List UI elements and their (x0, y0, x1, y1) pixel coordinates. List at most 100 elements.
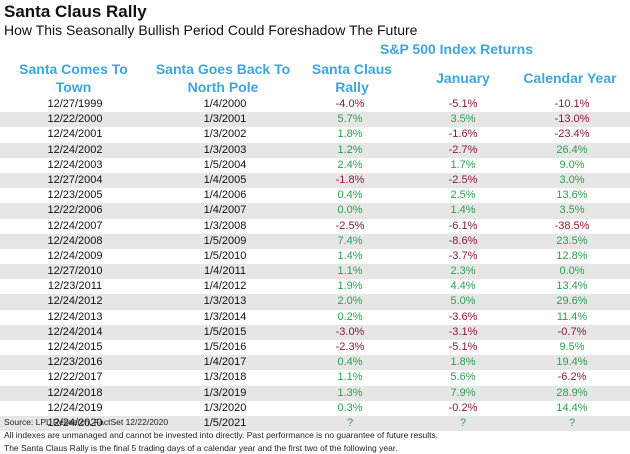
cell-santa: 1.8% (337, 128, 363, 141)
cell-end: 1/4/2012 (203, 280, 247, 293)
table-row: 12/24/2012 1/3/2013 2.0% 5.0% 29.6% (0, 294, 630, 310)
cell-santa: 2.4% (337, 158, 363, 171)
cell-year: 28.9% (556, 386, 588, 399)
cell-santa: 1.3% (337, 386, 363, 399)
cell-year: 11.4% (556, 310, 588, 323)
cell-january: 5.0% (450, 295, 476, 308)
cell-january: 1.8% (450, 356, 476, 369)
cell-end: 1/3/2002 (203, 128, 247, 141)
cell-january: -3.1% (448, 325, 478, 338)
sp500-returns-header: S&P 500 Index Returns (380, 41, 534, 57)
cell-end: 1/4/2006 (203, 189, 247, 202)
cell-santa: 1.2% (337, 143, 363, 156)
cell-january: -6.1% (448, 219, 478, 232)
cell-year: 12.8% (556, 249, 588, 262)
cell-start: 12/22/2017 (47, 371, 103, 384)
page-title: Santa Claus Rally (4, 2, 147, 21)
cell-start: 12/27/1999 (47, 98, 103, 110)
table-row: 12/24/2019 1/3/2020 0.3% -0.2% 14.4% (0, 401, 630, 416)
cell-january: -5.1% (448, 341, 478, 353)
cell-year: 14.4% (556, 401, 588, 414)
cell-year: -0.7% (557, 325, 587, 338)
cell-santa: 0.0% (337, 204, 363, 217)
cell-santa: 1.9% (337, 280, 363, 293)
cell-january: -1.6% (448, 128, 478, 141)
cell-start: 12/24/2019 (47, 401, 103, 414)
cell-start: 12/24/2008 (47, 234, 103, 247)
cell-end: 1/5/2016 (203, 341, 247, 353)
cell-start: 12/24/2015 (47, 341, 103, 353)
table-row: 12/24/2015 1/5/2016 -2.3% -5.1% 9.5% (0, 340, 630, 355)
table-row: 12/24/2003 1/5/2004 2.4% 1.7% 9.0% (0, 158, 630, 173)
cell-end: 1/3/2018 (203, 371, 247, 384)
cell-year: 19.4% (556, 356, 588, 369)
cell-end: 1/3/2013 (203, 295, 247, 308)
cell-start: 12/24/2014 (47, 325, 103, 338)
cell-start: 12/23/2005 (47, 189, 103, 202)
cell-year: -23.4% (554, 128, 590, 141)
cell-santa: 0.4% (337, 356, 363, 369)
table-row: 12/24/2009 1/5/2010 1.4% -3.7% 12.8% (0, 249, 630, 264)
cell-end: 1/5/2021 (203, 416, 247, 429)
col-header-santa: Santa Claus Rally (311, 61, 393, 95)
table-row: 12/27/2004 1/4/2005 -1.8% -2.5% 3.0% (0, 172, 630, 189)
cell-january: -2.5% (448, 173, 478, 186)
cell-january: 5.6% (450, 371, 476, 384)
cell-santa: -1.8% (335, 173, 365, 186)
cell-january: 7.9% (450, 386, 476, 399)
cell-start: 12/27/2010 (47, 265, 103, 278)
cell-year: 3.0% (559, 173, 585, 186)
cell-end: 1/5/2010 (203, 249, 247, 262)
cell-santa: 2.0% (337, 295, 363, 308)
cell-santa: 1.1% (337, 265, 363, 278)
cell-santa: 1.1% (337, 371, 363, 384)
col-header-year: Calendar Year (523, 70, 617, 86)
table-row: 12/22/2017 1/3/2018 1.1% 5.6% -6.2% (0, 370, 630, 385)
cell-santa: 5.7% (337, 113, 363, 126)
cell-start: 12/24/2001 (47, 128, 103, 141)
cell-santa: 0.2% (337, 310, 363, 323)
table-row: 12/27/2010 1/4/2011 1.1% 2.3% 0.0% (0, 264, 630, 280)
cell-end: 1/3/2014 (203, 310, 247, 323)
table-row: 12/24/2008 1/5/2009 7.4% -8.6% 23.5% (0, 233, 630, 249)
cell-santa: 0.4% (337, 189, 363, 202)
cell-january: -0.2% (448, 401, 478, 414)
cell-year: -6.2% (557, 371, 587, 384)
cell-year: 13.6% (556, 189, 588, 202)
cell-santa: -2.3% (335, 341, 365, 353)
cell-year: 9.5% (559, 341, 585, 353)
cell-january: -5.1% (448, 98, 478, 110)
cell-january: 2.3% (450, 265, 476, 278)
col-header-january: January (436, 70, 490, 86)
cell-start: 12/24/2013 (47, 310, 103, 323)
cell-santa: 1.4% (337, 249, 363, 262)
cell-year: 0.0% (559, 265, 585, 278)
table-row: 12/27/1999 1/4/2000 -4.0% -5.1% -10.1% (0, 97, 630, 112)
cell-start: 12/24/2003 (47, 158, 103, 171)
cell-january: ? (459, 416, 467, 429)
page-subtitle: How This Seasonally Bullish Period Could… (4, 22, 418, 38)
cell-january: 3.5% (450, 113, 476, 126)
cell-end: 1/4/2007 (203, 204, 247, 217)
col-header-start: Santa Comes To Town (19, 61, 128, 95)
table-row: 12/22/2000 1/3/2001 5.7% 3.5% -13.0% (0, 112, 630, 128)
cell-start: 12/24/2002 (47, 143, 103, 156)
cell-january: -2.7% (448, 143, 478, 156)
cell-start: 12/24/2009 (47, 249, 103, 262)
cell-year: 26.4% (556, 143, 588, 156)
cell-start: 12/24/2018 (47, 386, 103, 399)
cell-year: -38.5% (554, 219, 590, 232)
cell-end: 1/3/2019 (203, 386, 247, 399)
cell-january: 2.5% (450, 189, 476, 202)
cell-santa: -3.0% (335, 325, 365, 338)
cell-january: 4.4% (450, 280, 476, 293)
table-row: 12/23/2011 1/4/2012 1.9% 4.4% 13.4% (0, 279, 630, 294)
cell-end: 1/3/2001 (203, 113, 247, 126)
disclaimer-note: All indexes are unmanaged and cannot be … (4, 430, 439, 440)
cell-santa: 7.4% (337, 234, 363, 247)
table-row: 12/22/2006 1/4/2007 0.0% 1.4% 3.5% (0, 203, 630, 219)
cell-end: 1/4/2011 (203, 265, 246, 278)
cell-end: 1/4/2000 (203, 98, 247, 110)
cell-year: 13.4% (556, 280, 588, 293)
cell-year: -10.1% (554, 98, 590, 110)
